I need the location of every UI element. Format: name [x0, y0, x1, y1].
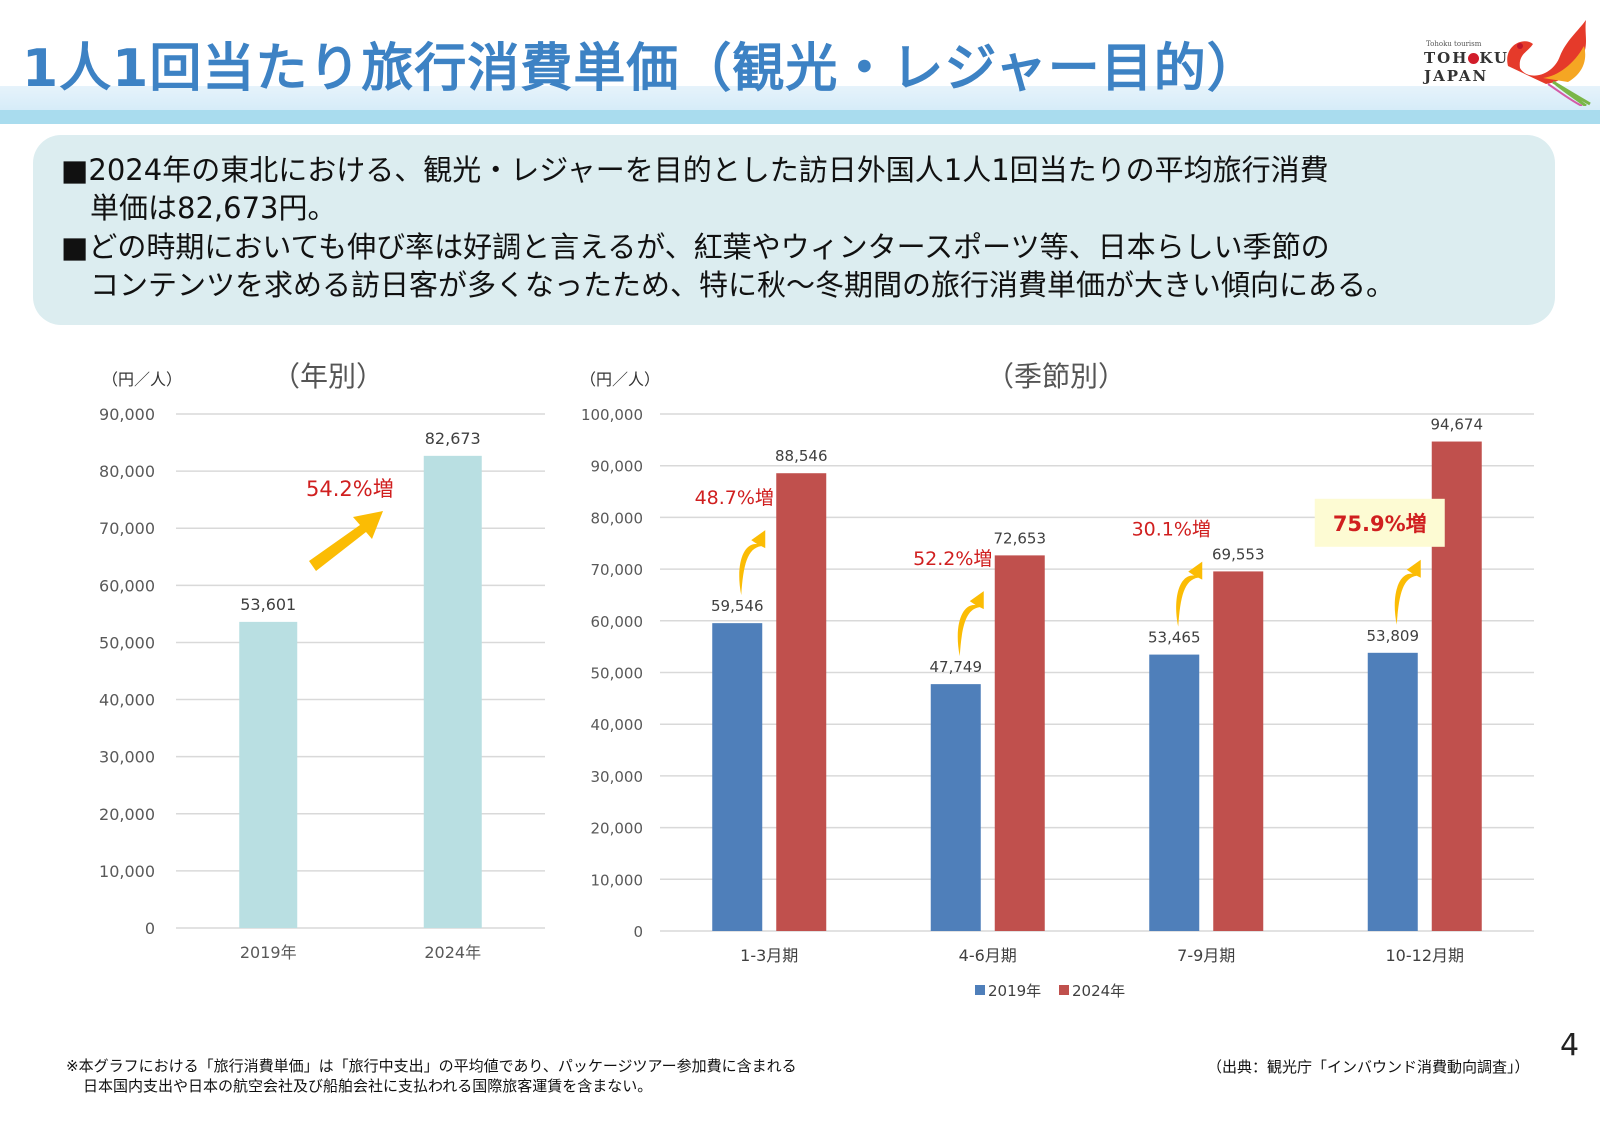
yearly-bar-chart: 0 10,000 20,000 30,000 40,000 50,000 60,000 70,…	[99, 405, 545, 962]
data-label: 94,674	[1431, 416, 1484, 434]
footnote-line-2: 日本国内支出や日本の航空会社及び船舶会社に支払われる国際旅客運賃を含まない。	[83, 1077, 653, 1095]
y-tick-label: 60,000	[99, 576, 155, 595]
y-tick-label: 70,000	[99, 519, 155, 538]
x-tick-label: 10-12月期	[1386, 946, 1465, 965]
x-tick-label: 2024年	[424, 943, 481, 962]
data-label: 59,546	[711, 597, 764, 615]
y-tick-label: 30,000	[591, 768, 644, 786]
footnote-line-1: ※本グラフにおける「旅行消費単価」は「旅行中支出」の平均値であり、パッケージツア…	[66, 1057, 797, 1075]
yearly-y-unit-label: （円／人）	[102, 370, 183, 389]
annotation-highlight-box	[1314, 498, 1445, 547]
page-number: 4	[1560, 1028, 1580, 1063]
legend-label: 2024年	[1072, 982, 1125, 1000]
source-citation: （出典：観光庁「インバウンド消費動向調査」）	[1207, 1058, 1530, 1076]
y-tick-label: 40,000	[591, 716, 644, 734]
bar-2024年-7-9月期	[1213, 571, 1264, 931]
y-tick-label: 10,000	[591, 871, 644, 889]
y-tick-label: 40,000	[99, 691, 155, 710]
data-label: 82,673	[425, 429, 481, 448]
summary-bullet-1-line-1: ■2024年の東北における、観光・レジャーを目的とした訪日外国人1人1回当たりの…	[61, 153, 1329, 187]
logo-tagline: Tohoku tourism	[1426, 40, 1482, 48]
header-stripe-light	[0, 86, 1600, 110]
bar-2019年-7-9月期	[1149, 654, 1200, 931]
header-band: 1人1回当たり旅行消費単価（観光・レジャー目的） Tohoku tourism …	[0, 0, 1600, 125]
legend-swatch	[975, 985, 985, 995]
y-tick-label: 50,000	[591, 665, 644, 683]
summary-bullet-1-line-2: 単価は82,673円。	[90, 191, 337, 225]
growth-annotation: 48.7%増	[695, 487, 774, 509]
bar-2024年-4-6月期	[994, 555, 1045, 931]
growth-arrow-icon	[309, 511, 383, 571]
growth-arrow-icon	[957, 591, 984, 657]
y-tick-label: 80,000	[591, 509, 644, 527]
data-label: 72,653	[994, 529, 1047, 547]
growth-annotation: 54.2%増	[306, 477, 394, 501]
summary-box: ■2024年の東北における、観光・レジャーを目的とした訪日外国人1人1回当たりの…	[33, 135, 1555, 325]
data-label: 88,546	[775, 447, 828, 465]
x-tick-label: 7-9月期	[1177, 946, 1235, 965]
y-tick-label: 100,000	[581, 406, 643, 424]
y-tick-label: 60,000	[591, 613, 644, 631]
y-tick-label: 10,000	[99, 862, 155, 881]
growth-arrow-icon	[1394, 559, 1421, 625]
seasonal-chart-title: （季節別）	[986, 360, 1127, 393]
y-tick-label: 0	[145, 919, 155, 938]
bar-2019年-4-6月期	[930, 684, 981, 931]
data-label: 47,749	[930, 658, 983, 676]
y-tick-label: 80,000	[99, 462, 155, 481]
y-tick-label: 0	[633, 923, 643, 941]
y-tick-label: 90,000	[591, 458, 644, 476]
data-label: 53,809	[1367, 627, 1420, 645]
data-label: 69,553	[1212, 545, 1265, 563]
bar-2024年-1-3月期	[776, 473, 827, 931]
bar-2024年	[423, 455, 482, 928]
y-tick-label: 30,000	[99, 748, 155, 767]
x-tick-label: 2019年	[240, 943, 297, 962]
seasonal-y-unit-label: （円／人）	[580, 370, 661, 389]
legend-swatch	[1059, 985, 1069, 995]
logo-line2: JAPAN	[1424, 67, 1489, 85]
phoenix-icon	[1507, 20, 1591, 106]
growth-annotation: 52.2%増	[913, 548, 992, 570]
tohoku-japan-logo: Tohoku tourism TOH KU JAPAN	[1420, 16, 1591, 106]
data-label: 53,465	[1148, 629, 1201, 647]
header-stripe-blue	[0, 110, 1600, 124]
bar-2019年	[239, 621, 298, 928]
logo-line1: TOH KU	[1424, 49, 1509, 67]
growth-annotation: 75.9%増	[1333, 512, 1427, 536]
summary-bullet-2-line-2: コンテンツを求める訪日客が多くなったため、特に秋～冬期間の旅行消費単価が大きい傾…	[90, 268, 1396, 302]
y-tick-label: 20,000	[99, 805, 155, 824]
y-tick-label: 90,000	[99, 405, 155, 424]
x-tick-label: 1-3月期	[740, 946, 798, 965]
x-tick-label: 4-6月期	[959, 946, 1017, 965]
legend-label: 2019年	[988, 982, 1041, 1000]
data-label: 53,601	[240, 595, 296, 614]
growth-annotation: 30.1%増	[1132, 519, 1211, 541]
summary-bullet-2-line-1: ■どの時期においても伸び率は好調と言えるが、紅葉やウィンタースポーツ等、日本らし…	[61, 230, 1330, 264]
y-tick-label: 20,000	[591, 820, 644, 838]
page-title: 1人1回当たり旅行消費単価（観光・レジャー目的）	[22, 39, 1260, 99]
yearly-chart-title: （年別）	[272, 360, 385, 393]
growth-arrow-icon	[1176, 561, 1203, 627]
y-tick-label: 50,000	[99, 633, 155, 652]
logo-text-a: TOH	[1424, 49, 1469, 67]
logo-red-dot-icon	[1468, 53, 1480, 64]
bar-2019年-10-12月期	[1367, 652, 1418, 931]
seasonal-bar-chart: 0 10,000 20,000 30,000 40,000 50,000 60,000 70,…	[581, 406, 1534, 1000]
footnote: ※本グラフにおける「旅行消費単価」は「旅行中支出」の平均値であり、パッケージツア…	[66, 1056, 797, 1096]
logo-text-b: KU	[1479, 49, 1509, 67]
growth-arrow-icon	[739, 530, 766, 596]
y-tick-label: 70,000	[591, 561, 644, 579]
bar-2019年-1-3月期	[712, 623, 763, 931]
